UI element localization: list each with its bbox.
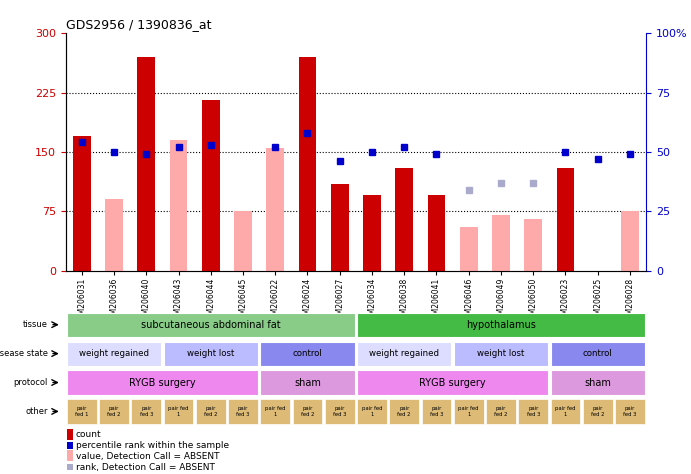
Bar	[492, 215, 510, 271]
Bar	[583, 399, 612, 424]
Bar	[266, 148, 284, 271]
Text: pair
fed 2: pair fed 2	[204, 406, 218, 417]
Text: other: other	[25, 407, 48, 416]
Bar	[524, 219, 542, 271]
Bar	[228, 399, 258, 424]
Bar	[299, 57, 316, 271]
Bar	[357, 399, 387, 424]
Bar	[131, 399, 161, 424]
Bar	[66, 450, 73, 461]
Bar	[293, 399, 322, 424]
Text: sham: sham	[585, 377, 611, 388]
Text: pair fed
1: pair fed 1	[361, 406, 382, 417]
Bar	[551, 370, 645, 395]
Text: pair
fed 3: pair fed 3	[623, 406, 636, 417]
Text: subcutaneous abdominal fat: subcutaneous abdominal fat	[141, 319, 281, 330]
Bar	[196, 399, 225, 424]
Bar	[331, 183, 348, 271]
Bar	[234, 211, 252, 271]
Bar	[105, 200, 123, 271]
Bar	[261, 341, 354, 366]
Text: pair
fed 2: pair fed 2	[301, 406, 314, 417]
Bar	[556, 168, 574, 271]
Text: disease state: disease state	[0, 349, 48, 358]
Text: pair
fed 3: pair fed 3	[140, 406, 153, 417]
Text: count: count	[76, 430, 102, 439]
Text: weight lost: weight lost	[477, 349, 524, 358]
Bar	[169, 140, 187, 271]
Bar	[363, 195, 381, 271]
Text: protocol: protocol	[13, 378, 48, 387]
Text: sham: sham	[294, 377, 321, 388]
Text: pair
fed 2: pair fed 2	[107, 406, 121, 417]
Bar	[261, 399, 290, 424]
Text: hypothalamus: hypothalamus	[466, 319, 536, 330]
Bar	[67, 341, 161, 366]
Bar	[67, 399, 97, 424]
Text: pair
fed 1: pair fed 1	[75, 406, 88, 417]
Text: pair
fed 2: pair fed 2	[397, 406, 411, 417]
Text: tissue: tissue	[23, 320, 48, 329]
Bar	[551, 341, 645, 366]
Bar	[454, 341, 548, 366]
Bar	[164, 399, 193, 424]
Bar	[66, 442, 73, 449]
Bar	[66, 464, 73, 470]
Bar	[454, 399, 484, 424]
Bar	[73, 136, 91, 271]
Bar	[518, 399, 548, 424]
Text: pair
fed 3: pair fed 3	[333, 406, 346, 417]
Bar	[460, 227, 477, 271]
Text: pair fed
1: pair fed 1	[265, 406, 285, 417]
Bar	[138, 57, 155, 271]
Text: RYGB surgery: RYGB surgery	[419, 377, 486, 388]
Text: rank, Detection Call = ABSENT: rank, Detection Call = ABSENT	[76, 463, 215, 472]
Text: pair
fed 2: pair fed 2	[591, 406, 605, 417]
Bar	[357, 341, 451, 366]
Text: weight lost: weight lost	[187, 349, 234, 358]
Bar	[67, 312, 354, 337]
Text: pair
fed 3: pair fed 3	[527, 406, 540, 417]
Bar	[357, 370, 548, 395]
Bar	[428, 195, 445, 271]
Bar	[66, 429, 73, 440]
Text: pair
fed 3: pair fed 3	[430, 406, 443, 417]
Bar	[67, 370, 258, 395]
Bar	[100, 399, 129, 424]
Bar	[202, 100, 220, 271]
Text: percentile rank within the sample: percentile rank within the sample	[76, 441, 229, 450]
Bar	[357, 312, 645, 337]
Bar	[325, 399, 354, 424]
Text: pair fed
1: pair fed 1	[458, 406, 479, 417]
Text: pair
fed 2: pair fed 2	[494, 406, 508, 417]
Text: pair fed
1: pair fed 1	[555, 406, 576, 417]
Bar	[164, 341, 258, 366]
Bar	[395, 168, 413, 271]
Bar	[422, 399, 451, 424]
Bar	[261, 370, 354, 395]
Bar	[615, 399, 645, 424]
Bar	[390, 399, 419, 424]
Text: weight regained: weight regained	[369, 349, 439, 358]
Text: RYGB surgery: RYGB surgery	[129, 377, 196, 388]
Text: pair
fed 3: pair fed 3	[236, 406, 249, 417]
Text: control: control	[292, 349, 323, 358]
Bar	[551, 399, 580, 424]
Bar	[486, 399, 515, 424]
Text: weight regained: weight regained	[79, 349, 149, 358]
Bar	[621, 211, 638, 271]
Text: value, Detection Call = ABSENT: value, Detection Call = ABSENT	[76, 452, 219, 461]
Text: GDS2956 / 1390836_at: GDS2956 / 1390836_at	[66, 18, 211, 31]
Text: control: control	[583, 349, 613, 358]
Text: pair fed
1: pair fed 1	[168, 406, 189, 417]
